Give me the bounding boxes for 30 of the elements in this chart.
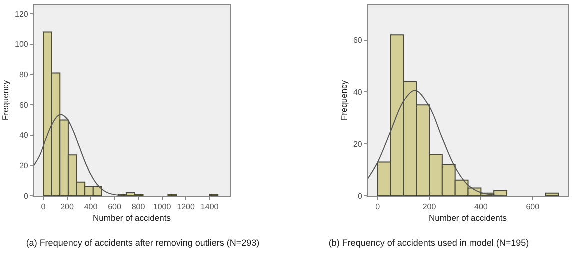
- x-tick-label: 1000: [153, 202, 172, 212]
- x-tick-label: 1200: [177, 202, 196, 212]
- y-tick-label: 80: [19, 70, 29, 80]
- x-axis-title: Number of accidents: [429, 213, 507, 224]
- y-axis-title: Frequency: [339, 80, 350, 121]
- y-tick-label: 40: [353, 88, 363, 97]
- y-tick-label: 60: [19, 100, 29, 110]
- y-tick-label: 0: [24, 192, 29, 201]
- y-tick-label: 20: [19, 161, 29, 170]
- x-axis-title: Number of accidents: [93, 213, 171, 224]
- x-tick-label: 0: [376, 202, 381, 212]
- y-tick-label: 0: [358, 192, 363, 201]
- x-tick-label: 200: [422, 202, 437, 212]
- line-series: [368, 90, 508, 196]
- x-tick-label: 1400: [200, 202, 220, 212]
- y-axis-title: Frequency: [0, 80, 11, 121]
- x-tick-label: 400: [84, 202, 98, 212]
- x-tick-label: 200: [60, 202, 74, 212]
- x-tick-label: 600: [526, 202, 540, 212]
- y-tick-label: 120: [15, 10, 29, 19]
- x-tick-label: 800: [132, 202, 146, 212]
- text: (b) Frequency of accidents used in model (N=195): [328, 238, 530, 248]
- y-tick-label: 20: [353, 140, 363, 149]
- text: (a) Frequency of accidents after removing outliers (N=293): [25, 238, 261, 248]
- x-tick-label: 0: [41, 202, 46, 212]
- y-tick-label: 100: [15, 40, 29, 50]
- y-tick-label: 60: [353, 36, 363, 46]
- x-tick-label: 400: [474, 202, 488, 212]
- x-tick-label: 600: [108, 202, 122, 212]
- y-tick-label: 40: [19, 131, 29, 140]
